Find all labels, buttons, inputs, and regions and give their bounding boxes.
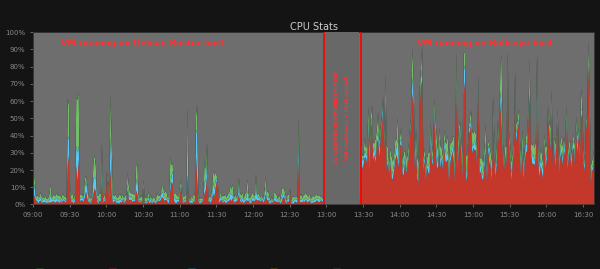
Text: OS Upgrade in VM and on Host: OS Upgrade in VM and on Host <box>334 72 338 164</box>
Text: VM running on Bullseye host: VM running on Bullseye host <box>417 39 553 48</box>
Title: CPU Stats: CPU Stats <box>290 22 337 31</box>
Text: VM running on Debian Buster host: VM running on Debian Buster host <box>61 39 225 48</box>
Text: VM shutdown + Host reboot: VM shutdown + Host reboot <box>344 76 350 160</box>
